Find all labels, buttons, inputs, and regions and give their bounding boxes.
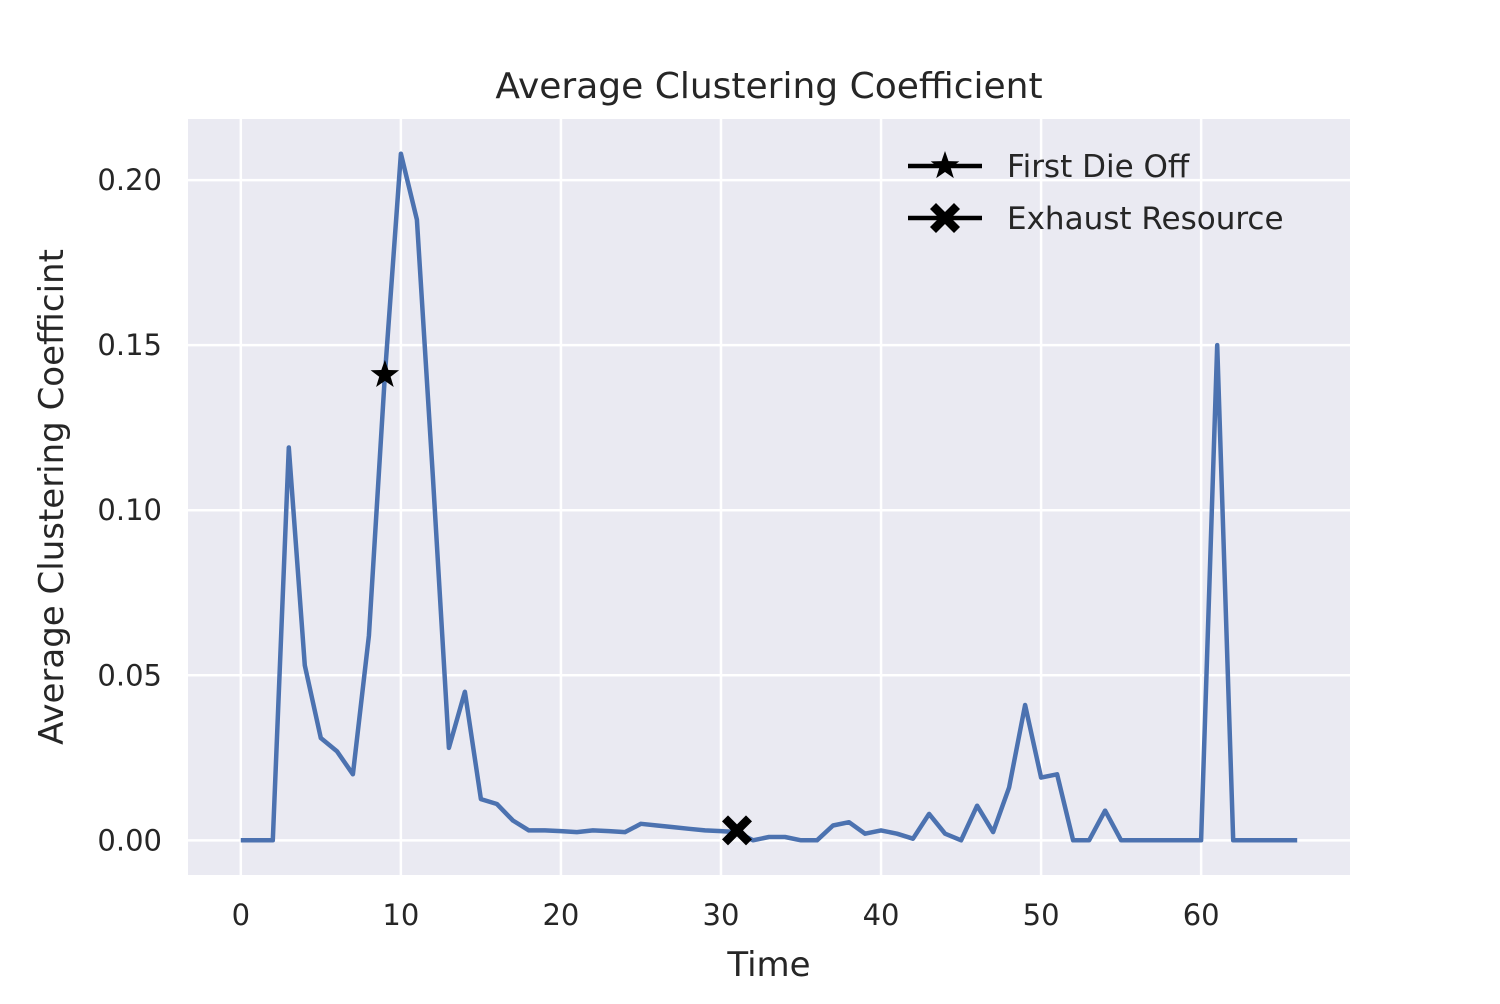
x-mark-icon — [930, 203, 960, 233]
x-tick-label: 40 — [863, 898, 900, 932]
series-layer — [240, 151, 1298, 843]
legend-label-first-die-off: First Die Off — [1007, 149, 1190, 185]
x-tick-label: 10 — [382, 898, 419, 932]
tick-labels: 0 10 20 30 40 50 60 0.00 0.05 0.10 0.15 0.20 — [97, 163, 1219, 932]
x-tick-label: 20 — [542, 898, 579, 932]
legend: First Die Off Exhaust Resource — [908, 149, 1284, 237]
x-tick-label: 60 — [1183, 898, 1220, 932]
grid — [188, 119, 1350, 875]
x-tick-label: 50 — [1023, 898, 1060, 932]
y-tick-label: 0.00 — [97, 823, 162, 857]
x-tick-label: 0 — [232, 898, 250, 932]
y-tick-label: 0.15 — [97, 328, 162, 362]
y-tick-label: 0.10 — [97, 493, 162, 527]
chart-title: Average Clustering Coefficient — [495, 66, 1042, 107]
legend-item-first-die-off: First Die Off — [908, 149, 1190, 185]
series-line — [240, 151, 1298, 843]
legend-item-exhaust-resource: Exhaust Resource — [908, 201, 1284, 237]
star-icon — [930, 151, 960, 179]
y-tick-label: 0.20 — [97, 163, 162, 197]
plot-area — [188, 119, 1350, 875]
y-axis-title: Average Clustering Coefficint — [32, 249, 72, 745]
legend-label-exhaust-resource: Exhaust Resource — [1007, 201, 1284, 237]
y-tick-label: 0.05 — [97, 658, 162, 692]
x-tick-label: 30 — [703, 898, 740, 932]
x-axis-title: Time — [726, 945, 810, 985]
event-markers — [370, 359, 752, 846]
x-marker — [722, 815, 752, 846]
star-marker — [370, 359, 400, 387]
